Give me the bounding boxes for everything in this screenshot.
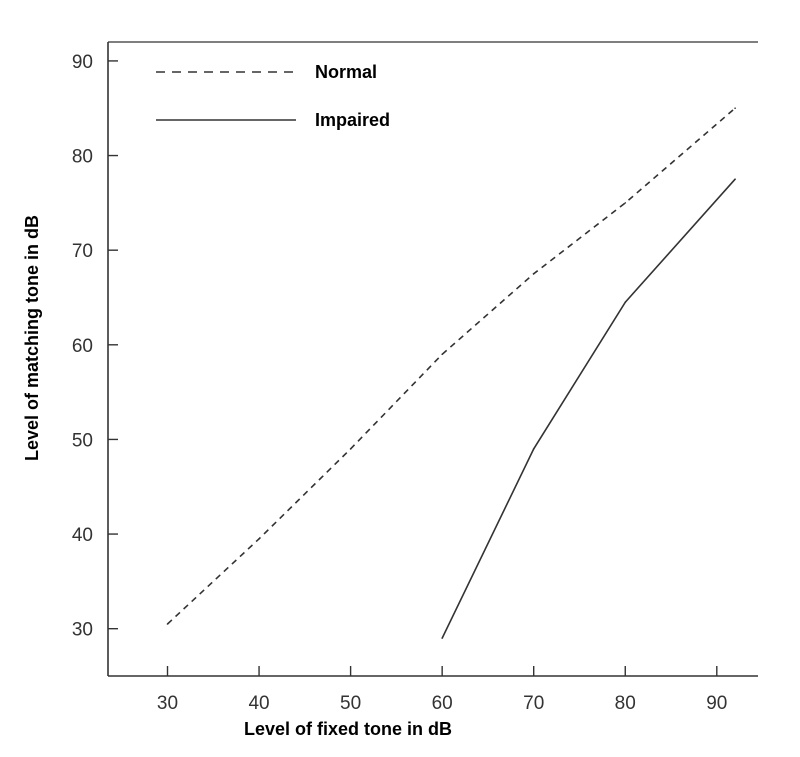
ticks: 30 40 50 60 70 80 90 30 40 50 60 70 80 90 xyxy=(72,52,728,714)
legend-impaired-label: Impaired xyxy=(315,110,390,130)
data-point-impaired xyxy=(441,637,444,639)
data-point-impaired xyxy=(624,301,627,304)
legend: Normal Impaired xyxy=(156,62,390,130)
data-point-normal xyxy=(532,273,535,275)
x-tick-label: 70 xyxy=(523,693,544,714)
x-axis-title: Level of fixed tone in dB xyxy=(244,719,452,739)
data-point-normal xyxy=(441,353,444,356)
series-line-impaired xyxy=(441,178,736,639)
y-tick-label: 40 xyxy=(72,525,93,546)
data-point-impaired xyxy=(734,178,736,180)
series-line-normal xyxy=(166,107,736,625)
x-tick-label: 60 xyxy=(432,693,453,714)
y-tick-label: 70 xyxy=(72,241,93,262)
data-point-normal xyxy=(734,107,736,109)
y-tick-label: 60 xyxy=(72,336,93,357)
x-tick-label: 30 xyxy=(157,693,178,714)
y-tick-label: 90 xyxy=(72,52,93,73)
y-tick-label: 80 xyxy=(72,147,93,168)
y-tick-label: 30 xyxy=(72,620,93,641)
legend-normal-label: Normal xyxy=(315,62,377,82)
y-tick-label: 50 xyxy=(72,430,93,451)
data-point-normal xyxy=(349,448,352,450)
y-axis-title: Level of matching tone in dB xyxy=(22,215,42,461)
x-tick-label: 50 xyxy=(340,693,361,714)
data-point-normal xyxy=(166,623,169,625)
data-point-normal xyxy=(624,202,627,204)
data-point-normal xyxy=(258,538,260,540)
x-tick-label: 90 xyxy=(706,693,727,714)
x-tick-label: 80 xyxy=(615,693,636,714)
x-tick-label: 40 xyxy=(248,693,269,714)
axes xyxy=(107,41,758,677)
series-layer xyxy=(166,107,736,639)
data-point-impaired xyxy=(532,448,535,450)
